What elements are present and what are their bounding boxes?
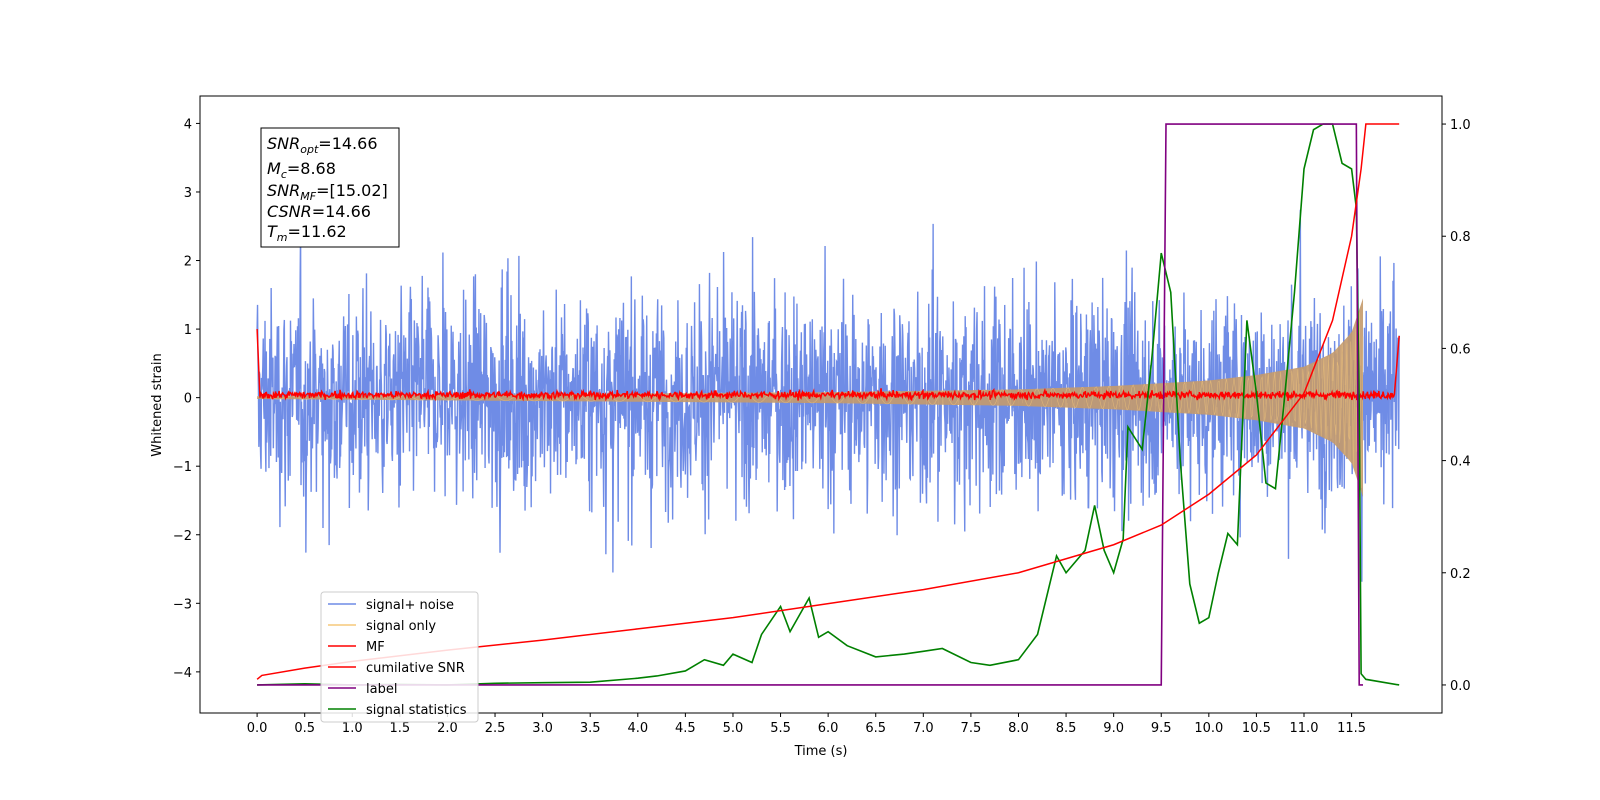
- series-signal-statistics: [257, 123, 1400, 686]
- info-mc: Mc=8.68: [267, 159, 336, 181]
- y-tick-right-label: 0.6: [1450, 342, 1471, 357]
- y-tick-left-label: 1: [184, 323, 192, 338]
- x-tick-label: 9.5: [1151, 721, 1172, 736]
- y-tick-left-label: −4: [173, 666, 192, 681]
- x-tick-label: 7.0: [913, 721, 934, 736]
- y-tick-left-label: 2: [184, 255, 192, 270]
- legend: signal+ noise signal only MF cumilative …: [320, 591, 479, 723]
- x-tick-label: 2.5: [485, 721, 506, 736]
- x-tick-label: 3.0: [532, 721, 553, 736]
- info-csnr: CSNR=14.66: [267, 202, 371, 221]
- y-tick-right-label: 0.2: [1450, 567, 1471, 582]
- x-tick-label: 10.0: [1194, 721, 1223, 736]
- legend-label-signal-only: signal only: [366, 619, 436, 634]
- x-tick-label: 8.0: [1008, 721, 1029, 736]
- x-tick-label: 8.5: [1056, 721, 1077, 736]
- x-tick-label: 1.0: [342, 721, 363, 736]
- x-tick-label: 7.5: [961, 721, 982, 736]
- x-tick-label: 5.0: [723, 721, 744, 736]
- y-tick-left-label: 3: [184, 186, 192, 201]
- x-tick-label: 4.5: [675, 721, 696, 736]
- x-tick-label: 6.5: [865, 721, 886, 736]
- plot-frame: [199, 95, 1443, 714]
- x-tick-label: 11.5: [1337, 721, 1366, 736]
- y-tick-left-label: −2: [173, 529, 192, 544]
- y-tick-left-label: 4: [184, 117, 192, 132]
- series-signal-only: [257, 312, 1364, 488]
- series-label: [257, 123, 1364, 686]
- x-tick-label: 1.5: [390, 721, 411, 736]
- x-axis-label: Time (s): [794, 744, 848, 759]
- x-tick-label: 9.0: [1103, 721, 1124, 736]
- legend-label-csnr: cumilative SNR: [366, 661, 465, 676]
- info-snr-opt: SNRopt=14.66: [267, 134, 378, 156]
- x-tick-label: 2.0: [437, 721, 458, 736]
- y-tick-right-label: 0.8: [1450, 230, 1471, 245]
- x-axis: 0.0 0.5 1.0 1.5 2.0 2.5 3.0 3.5 4.0 4.5 5.0 5.5 6.0 6…: [247, 713, 1366, 736]
- x-tick-label: 0.0: [247, 721, 268, 736]
- x-tick-label: 0.5: [294, 721, 315, 736]
- x-tick-label: 5.5: [770, 721, 791, 736]
- y-axis-left: 4 3 2 1 0 −1 −2 −3 −4: [173, 117, 200, 681]
- y-tick-right-label: 0.4: [1450, 455, 1471, 470]
- info-snr-mf: SNRMF=[15.02]: [267, 181, 388, 203]
- y-tick-right-label: 0.0: [1450, 679, 1471, 694]
- info-box: SNRopt=14.66 Mc=8.68 SNRMF=[15.02] CSNR=…: [260, 127, 400, 248]
- x-tick-label: 6.0: [818, 721, 839, 736]
- legend-label-signal-noise: signal+ noise: [366, 598, 454, 613]
- x-tick-label: 4.0: [627, 721, 648, 736]
- legend-label-stats: signal statistics: [366, 703, 467, 718]
- y-axis-label: Whitened strain: [150, 353, 165, 456]
- y-tick-left-label: −3: [173, 597, 192, 612]
- y-tick-right-label: 1.0: [1450, 118, 1471, 133]
- legend-label-mf: MF: [366, 640, 385, 655]
- x-tick-label: 3.5: [580, 721, 601, 736]
- y-tick-left-label: −1: [173, 460, 192, 475]
- legend-label-label: label: [366, 682, 397, 697]
- x-tick-label: 10.5: [1242, 721, 1271, 736]
- y-tick-left-label: 0: [184, 392, 192, 407]
- series-mf: [256, 329, 1400, 402]
- info-tm: Tm=11.62: [267, 222, 347, 244]
- y-axis-right: 1.0 0.8 0.6 0.4 0.2 0.0: [1442, 118, 1471, 694]
- x-tick-label: 11.0: [1290, 721, 1319, 736]
